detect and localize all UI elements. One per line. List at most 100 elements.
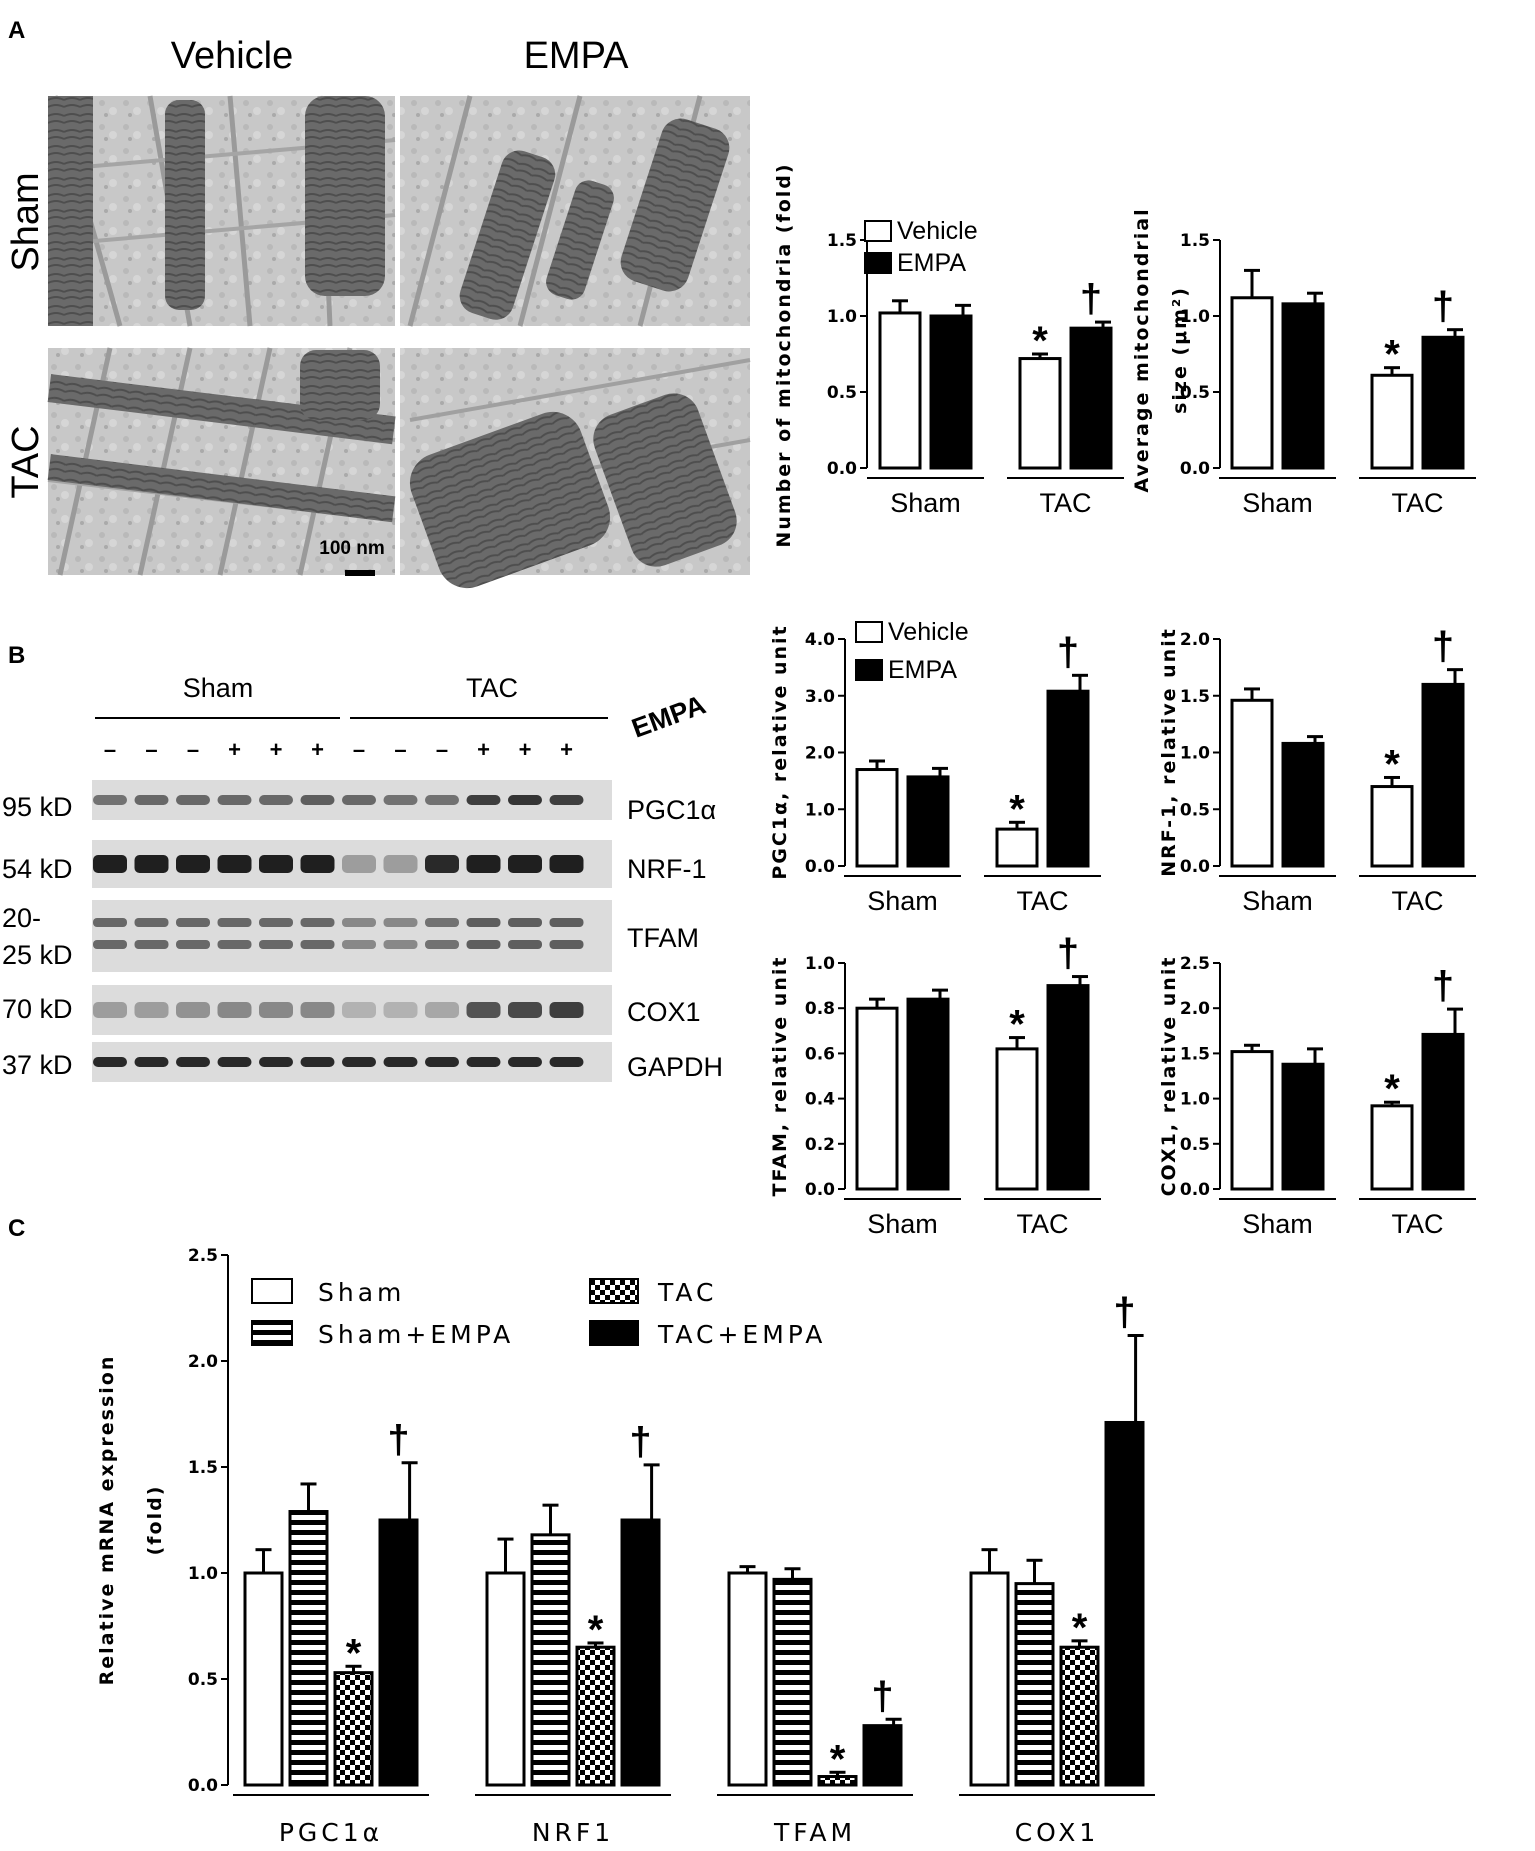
legend-swatch-tac xyxy=(589,1278,639,1304)
blot-band xyxy=(466,795,501,805)
blot-treatment-label: EMPA xyxy=(628,689,710,743)
blot-sign-lane-4: + xyxy=(228,737,241,762)
blot-band xyxy=(425,918,459,927)
bar-sham-empa-tfam xyxy=(772,1577,813,1787)
bar-empa-tac xyxy=(1069,326,1113,470)
y-tick-label: 0.0 xyxy=(1180,857,1210,877)
y-tick-label: 0.4 xyxy=(805,1090,835,1110)
significance-star: * xyxy=(1009,1003,1025,1047)
y-tick-label: 1.5 xyxy=(1180,687,1210,707)
category-label-tac: TAC xyxy=(1040,488,1092,518)
bar-empa-sham xyxy=(906,775,950,868)
y-tick-label: 1.0 xyxy=(1180,744,1210,764)
y-axis-label: NRF-1, relative unit xyxy=(1158,627,1180,877)
legend-label-vehicle: Vehicle xyxy=(888,618,969,646)
em-image-tac-vehicle: 100 nm xyxy=(47,347,396,576)
blot-band xyxy=(259,1057,293,1067)
blot-strip-pgc1a xyxy=(92,780,612,820)
y-axis-label-line-1: Relative mRNA expression xyxy=(96,1355,118,1686)
y-tick-label: 0.0 xyxy=(827,459,857,479)
y-tick-label: 0.5 xyxy=(1180,800,1210,820)
bar-tac-tfam xyxy=(817,1775,858,1787)
blot-sign-lane-9: – xyxy=(436,737,448,762)
bar-sham-empa-cox1 xyxy=(1014,1582,1055,1787)
category-label-nrf1: NRF1 xyxy=(532,1818,614,1847)
blot-band xyxy=(342,918,376,927)
blot-band xyxy=(466,855,501,873)
category-label-tac: TAC xyxy=(1017,886,1069,916)
y-tick-label: 0.5 xyxy=(1180,383,1210,403)
blot-band xyxy=(176,855,210,873)
category-label-sham: Sham xyxy=(890,488,961,518)
legend-label-empa: EMPA xyxy=(897,249,966,277)
blot-group-sham: Sham xyxy=(183,673,254,703)
legend-swatch-sham xyxy=(251,1278,293,1304)
bar-vehicle-sham xyxy=(878,311,922,470)
bar-tac-empa-nrf1 xyxy=(620,1518,661,1787)
em-row-header-tac: TAC xyxy=(5,425,47,498)
category-label-sham: Sham xyxy=(1242,488,1313,518)
bar-vehicle-tac xyxy=(1370,1104,1414,1191)
blot-band xyxy=(383,795,418,805)
blot-band xyxy=(342,940,376,949)
bar-sham-empa-nrf1 xyxy=(530,1533,571,1787)
y-tick-label: 3.0 xyxy=(805,687,835,707)
bar-sham-cox1 xyxy=(969,1571,1010,1787)
panel-label-a: A xyxy=(8,17,25,44)
blot-band xyxy=(217,918,252,927)
blot-band xyxy=(134,940,169,949)
blot-band xyxy=(176,795,210,805)
blot-band xyxy=(259,940,293,949)
western-blot: Sham TAC EMPA – – – + + + – – – + + + 95 kD 54 kD 20-… xyxy=(2,673,723,1082)
y-tick-label: 2.5 xyxy=(188,1246,218,1266)
blot-band xyxy=(383,1057,418,1067)
y-tick-label: 0.5 xyxy=(827,383,857,403)
bar-vehicle-sham xyxy=(1230,296,1274,470)
y-tick-label: 1.0 xyxy=(827,307,857,327)
blot-band xyxy=(300,855,335,873)
bar-empa-tac xyxy=(1046,689,1090,868)
bar-vehicle-tac xyxy=(1370,785,1414,868)
bar-empa-sham xyxy=(1281,741,1325,868)
blot-protein-label-tfam: TFAM xyxy=(627,923,699,953)
blot-band xyxy=(259,1002,293,1018)
category-label-sham: Sham xyxy=(1242,886,1313,916)
y-tick-label: 1.5 xyxy=(188,1458,218,1478)
blot-mw-label: 37 kD xyxy=(2,1050,73,1080)
y-axis-label-line-2: (fold) xyxy=(144,1485,166,1556)
blot-band xyxy=(134,918,169,927)
chart-mito_size: 0.0 0.5 1.0 1.5 Average mitochondrial size (μ… xyxy=(1131,207,1476,518)
bar-vehicle-tac xyxy=(1370,373,1414,470)
blot-sign-lane-8: – xyxy=(394,737,406,762)
blot-band xyxy=(176,1057,210,1067)
significance-dagger: † xyxy=(1080,277,1102,321)
bar-vehicle-sham xyxy=(855,1006,899,1191)
bar-vehicle-tac xyxy=(995,827,1039,868)
chart-pgc1a_protein: 0.0 1.0 2.0 3.0 4.0 PGC1α, relative unit Sham *… xyxy=(769,618,1101,916)
y-tick-label: 0.5 xyxy=(188,1670,218,1690)
legend-label-tac-empa: TAC+EMPA xyxy=(657,1320,826,1349)
significance-star: * xyxy=(1384,1067,1400,1111)
y-tick-label: 1.0 xyxy=(805,954,835,974)
blot-strip-bg xyxy=(92,900,612,972)
bar-empa-sham xyxy=(929,314,973,470)
blot-band xyxy=(259,795,293,805)
significance-star: * xyxy=(346,1631,362,1675)
blot-band xyxy=(342,1002,376,1018)
y-tick-label: 0.0 xyxy=(805,857,835,877)
blot-band xyxy=(466,940,501,949)
legend-label-empa: EMPA xyxy=(888,656,957,684)
blot-band xyxy=(549,940,584,949)
significance-star: * xyxy=(1009,787,1025,831)
bar-tac-cox1 xyxy=(1059,1645,1100,1787)
y-tick-label: 0.5 xyxy=(1180,1135,1210,1155)
blot-band xyxy=(342,795,376,805)
legend-swatch-empa xyxy=(855,659,883,681)
bar-empa-sham xyxy=(906,997,950,1191)
blot-band xyxy=(300,795,335,805)
legend-label-vehicle: Vehicle xyxy=(897,217,978,245)
significance-dagger: † xyxy=(1432,625,1454,669)
blot-band xyxy=(134,855,169,873)
blot-band xyxy=(176,918,210,927)
blot-band xyxy=(342,855,376,873)
